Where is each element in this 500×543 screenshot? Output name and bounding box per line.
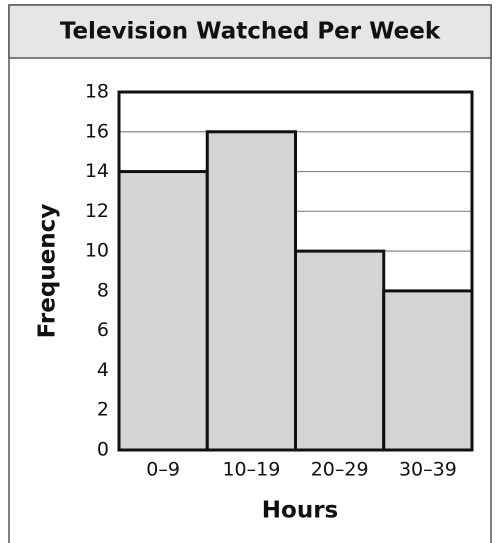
x-tick-label: 10–19 <box>222 459 280 481</box>
chart-title: Television Watched Per Week <box>60 19 441 45</box>
bar <box>117 170 209 452</box>
y-tick-label: 2 <box>97 399 109 421</box>
y-tick-label: 12 <box>85 200 109 222</box>
x-tick-label: 20–29 <box>311 459 369 481</box>
y-tick-label: 14 <box>85 160 109 182</box>
x-tick-label: 0–9 <box>146 459 180 481</box>
y-tick-label: 18 <box>85 81 109 103</box>
y-axis-label: Frequency <box>35 204 61 339</box>
y-tick-label: 8 <box>97 279 109 301</box>
plot-frame <box>117 90 474 452</box>
y-tick-label: 4 <box>97 359 109 381</box>
y-tick-label: 10 <box>85 240 109 262</box>
y-tick-label: 16 <box>85 120 109 142</box>
bar <box>205 130 297 452</box>
x-tick-label: 30–39 <box>399 459 457 481</box>
x-axis-label: Hours <box>262 498 338 524</box>
y-tick-label: 6 <box>97 319 109 341</box>
header <box>8 4 492 59</box>
y-tick-label: 0 <box>97 439 109 461</box>
bar <box>382 289 474 452</box>
bar <box>294 249 386 452</box>
